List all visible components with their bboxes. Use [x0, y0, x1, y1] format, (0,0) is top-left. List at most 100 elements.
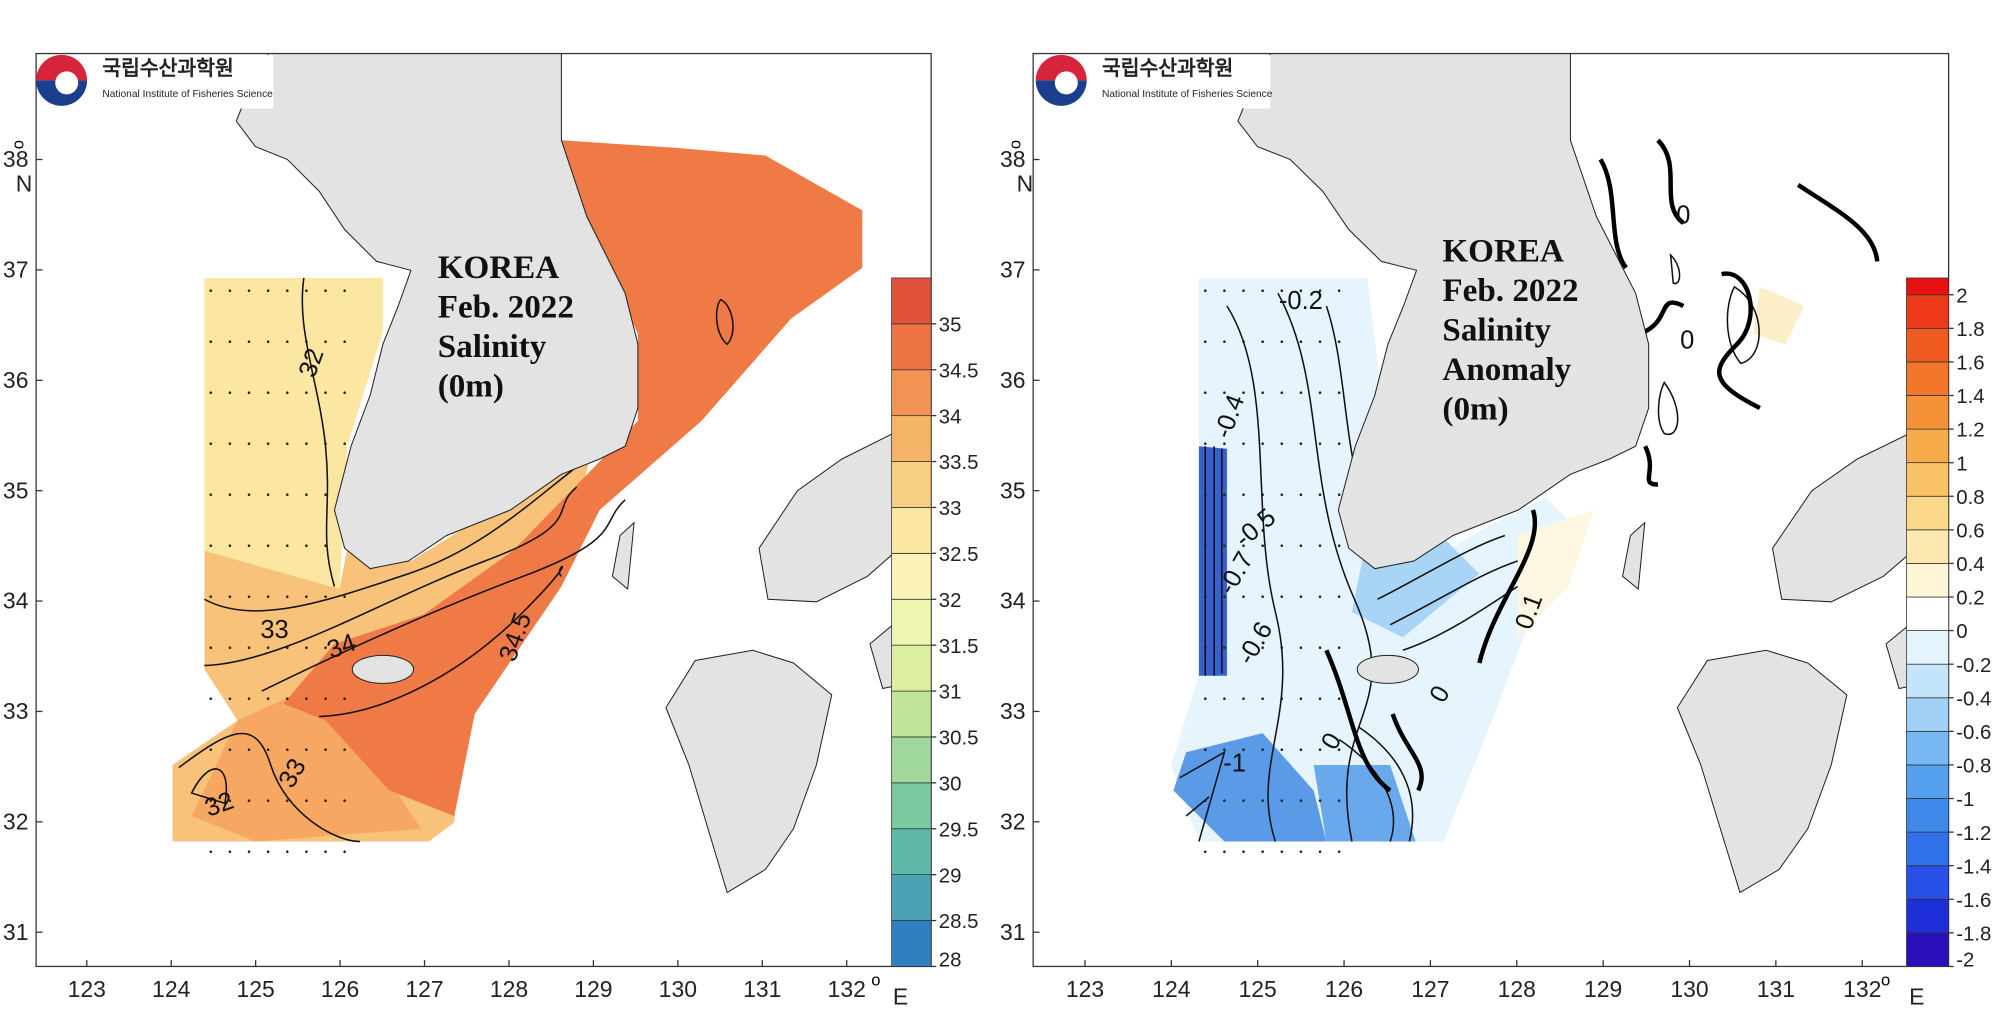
y-tick-label: 32: [1000, 808, 1026, 834]
zero-contour: [1644, 300, 1685, 334]
station-dot: [247, 850, 251, 853]
land: [665, 649, 833, 894]
contour-label: -0.2: [1279, 287, 1323, 315]
y-tick-label: 37: [1000, 257, 1026, 283]
station-dot: [1223, 493, 1226, 496]
station-dot: [286, 697, 289, 700]
land: [1622, 521, 1646, 591]
station-dot: [1242, 595, 1245, 598]
station-dot: [1223, 391, 1226, 394]
station-dot: [228, 646, 232, 649]
x-tick-label: 127: [1411, 976, 1449, 1002]
station-dot: [1299, 442, 1303, 445]
station-dot: [1242, 544, 1245, 547]
station-dot: [247, 544, 251, 547]
station-dot: [247, 493, 251, 496]
station-dot: [1223, 340, 1226, 343]
colorbar-label: 0.8: [1956, 487, 1984, 509]
x-tick-label: 128: [1498, 976, 1536, 1002]
contour-line: [319, 565, 564, 718]
station-dot: [209, 799, 213, 802]
station-dot: [228, 748, 232, 751]
contour-line: [204, 458, 588, 612]
y-tick-label: 35: [3, 477, 29, 503]
station-dot: [228, 493, 232, 496]
contour-line: [204, 486, 578, 667]
colorbar-label: 30: [939, 774, 962, 796]
station-dot: [305, 697, 308, 700]
station-dot: [1337, 646, 1341, 649]
x-tick-label: 123: [1066, 976, 1104, 1002]
station-dot: [266, 748, 270, 751]
land: [1676, 649, 1848, 894]
station-dot: [1280, 544, 1284, 547]
station-dot: [209, 493, 213, 496]
station-dot: [1337, 799, 1341, 802]
station-dot: [1337, 595, 1341, 598]
station-dot: [1318, 493, 1322, 496]
station-dot: [324, 595, 327, 598]
station-dot: [305, 442, 308, 445]
colorbar-band: [891, 277, 932, 325]
station-dot: [266, 799, 270, 802]
station-dot: [1261, 646, 1264, 649]
colorbar-band: [1906, 932, 1949, 967]
degree-mark: o: [8, 140, 27, 149]
colorbar-band: [891, 461, 932, 508]
colorbar-band: [1906, 798, 1949, 833]
x-unit: E: [893, 984, 908, 1010]
station-dot: [1204, 340, 1207, 343]
colorbar-band: [1906, 831, 1949, 867]
y-unit: N: [16, 170, 33, 196]
station-dot: [305, 850, 308, 853]
station-dot: [247, 391, 251, 394]
contour-line: [301, 277, 336, 587]
contour-line: [1357, 726, 1414, 842]
colorbar-label: -0.8: [1956, 756, 1991, 778]
colorbar-label: 32.5: [939, 544, 979, 566]
contour-line: [1277, 292, 1373, 842]
colorbar-band: [1906, 764, 1949, 799]
colorbar-label: 0.6: [1956, 520, 1984, 542]
colorbar-label: 0.2: [1956, 588, 1984, 610]
station-dot: [324, 340, 327, 343]
station-dot: [1299, 493, 1303, 496]
station-dot: [1261, 544, 1264, 547]
station-dot: [1299, 646, 1303, 649]
station-dot: [266, 442, 270, 445]
station-dot: [1280, 442, 1284, 445]
colorbar-label: 1.4: [1956, 386, 1984, 408]
contour-line: [261, 499, 626, 692]
colorbar-label: 1.8: [1956, 319, 1984, 341]
station-dot: [343, 442, 346, 445]
colorbar-band: [1906, 730, 1949, 766]
station-dot: [1337, 289, 1341, 292]
station-dot: [1299, 340, 1303, 343]
station-dot: [1318, 340, 1322, 343]
station-dot: [1280, 595, 1284, 598]
station-dot: [1299, 748, 1303, 751]
station-dot: [1223, 442, 1226, 445]
station-dot: [1337, 850, 1341, 853]
station-dot: [247, 595, 251, 598]
x-tick-label: 125: [236, 976, 274, 1002]
colorbar-band: [1906, 697, 1949, 732]
contour-line: [1226, 305, 1284, 842]
station-dot: [209, 289, 213, 292]
zero-contour: [1390, 713, 1424, 792]
colorbar-label: 0.4: [1956, 554, 1984, 576]
y-tick-label: 38: [1000, 146, 1026, 172]
colorbar-band: [891, 874, 932, 921]
colorbar-band: [1906, 361, 1949, 396]
x-tick-label: 130: [659, 976, 697, 1002]
contour-line: [178, 732, 360, 843]
station-dot: [1204, 442, 1207, 445]
colorbar-band: [1906, 294, 1949, 329]
colorbar-label: 28.5: [939, 911, 979, 933]
station-dot: [305, 595, 308, 598]
map-title: (0m): [438, 368, 504, 405]
degree-mark: o: [1881, 971, 1890, 990]
station-dot: [1261, 748, 1264, 751]
contour-line: [1657, 381, 1679, 436]
colorbar-label: 29.5: [939, 819, 979, 841]
